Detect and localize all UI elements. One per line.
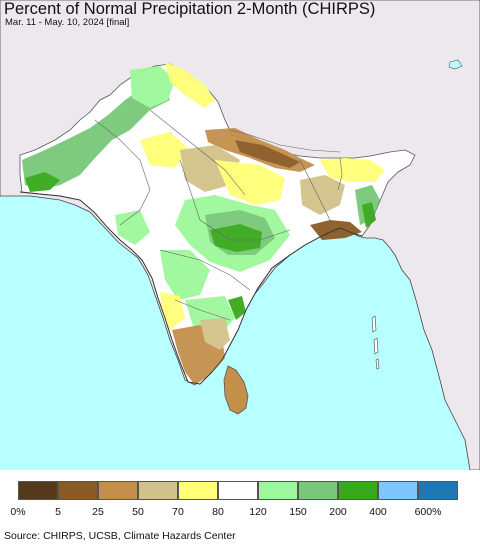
andaman-islands xyxy=(371,315,380,370)
legend-tick: 400 xyxy=(369,506,387,518)
legend-swatch xyxy=(258,481,298,500)
legend-tick: 70 xyxy=(172,506,184,518)
legend-swatch xyxy=(98,481,138,500)
legend-swatch xyxy=(18,481,58,500)
legend-tick: 0% xyxy=(10,506,26,518)
map-title: Percent of Normal Precipitation 2-Month … xyxy=(4,0,376,18)
legend-color-bar xyxy=(18,481,458,500)
legend-swatch xyxy=(298,481,338,500)
legend-tick: 120 xyxy=(249,506,267,518)
lake xyxy=(448,59,463,70)
legend-swatch xyxy=(378,481,418,500)
map-subtitle: Mar. 11 - May. 10, 2024 [final] xyxy=(5,17,130,28)
source-credit: Source: CHIRPS, UCSB, Climate Hazards Ce… xyxy=(4,530,236,542)
legend-swatch xyxy=(418,481,458,500)
legend-tick: 50 xyxy=(132,506,144,518)
legend-tick: 25 xyxy=(92,506,104,518)
anomaly-patches xyxy=(22,62,385,385)
legend-swatch xyxy=(178,481,218,500)
coastline xyxy=(19,191,363,385)
legend-swatch xyxy=(338,481,378,500)
legend-swatch xyxy=(138,481,178,500)
legend-swatch xyxy=(58,481,98,500)
sri-lanka xyxy=(223,365,249,415)
legend-swatch xyxy=(218,481,258,500)
legend-tick: 150 xyxy=(289,506,307,518)
legend-tick: 5 xyxy=(55,506,61,518)
color-legend: 0% 5 25 50 70 80 120 150 200 400 600% xyxy=(10,481,462,521)
legend-tick: 80 xyxy=(212,506,224,518)
legend-tick: 600% xyxy=(414,506,442,518)
legend-tick: 200 xyxy=(329,506,347,518)
admin-borders xyxy=(94,109,343,321)
precipitation-map xyxy=(0,0,480,470)
map-graphic xyxy=(0,0,480,470)
